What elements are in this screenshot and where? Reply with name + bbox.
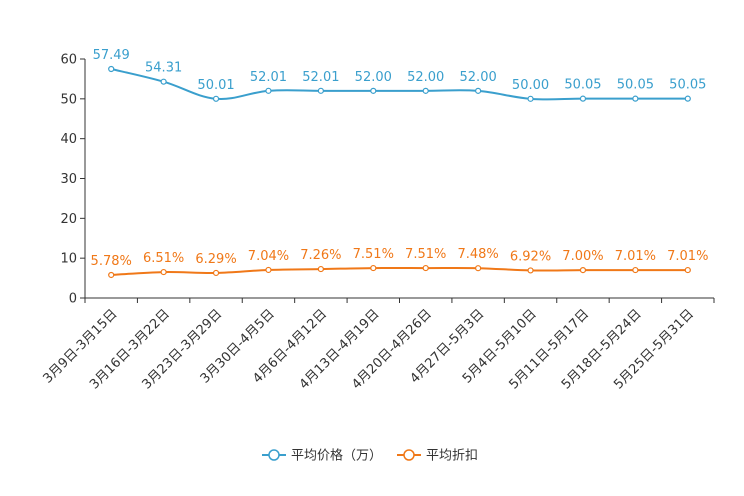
legend-item-0[interactable]: 平均价格（万）: [262, 448, 382, 464]
data-point[interactable]: [579, 95, 587, 102]
data-label: 50.05: [669, 78, 706, 93]
data-point[interactable]: [212, 95, 220, 102]
data-point[interactable]: [212, 269, 220, 277]
data-labels: 57.49 54.31 50.01 52.01 52.01 52.00 52.00 52.00…: [91, 48, 709, 269]
series-line-1: [111, 266, 688, 276]
legend-marker-icon: [268, 449, 280, 461]
data-point[interactable]: [160, 268, 167, 276]
data-label: 52.00: [460, 70, 497, 85]
legend-label: 平均价格（万）: [291, 448, 382, 464]
data-label: 52.00: [407, 70, 444, 85]
data-label: 7.01%: [615, 249, 656, 264]
data-label: 50.00: [512, 78, 549, 93]
y-tick-label: 50: [60, 92, 77, 107]
data-label: 5.78%: [91, 254, 132, 269]
legend[interactable]: 平均价格（万） 平均折扣: [262, 448, 478, 464]
legend-marker-icon: [403, 449, 415, 461]
y-tick-label: 10: [60, 252, 77, 267]
data-point[interactable]: [317, 265, 324, 273]
data-label: 7.51%: [405, 247, 446, 262]
y-tick-label: 20: [60, 212, 77, 227]
y-tick-label: 30: [60, 172, 77, 187]
data-point[interactable]: [475, 87, 482, 94]
data-point[interactable]: [684, 95, 691, 102]
data-point[interactable]: [317, 87, 324, 94]
data-label: 7.00%: [562, 249, 603, 264]
y-tick-label: 40: [60, 132, 77, 147]
data-label: 57.49: [93, 48, 130, 63]
legend-item-1[interactable]: 平均折扣: [397, 449, 478, 464]
data-label: 7.26%: [300, 248, 341, 263]
axes: 01020304050603月9日-3月15日3月16日-3月22日3月23日-…: [41, 53, 715, 392]
data-point[interactable]: [370, 87, 377, 94]
data-point[interactable]: [422, 87, 429, 94]
data-label: 6.29%: [195, 252, 236, 267]
data-label: 7.01%: [667, 249, 708, 264]
data-point[interactable]: [108, 65, 115, 73]
data-point[interactable]: [527, 95, 534, 102]
data-label: 50.05: [564, 78, 601, 93]
data-point[interactable]: [579, 267, 587, 274]
legend-label: 平均折扣: [426, 449, 478, 464]
data-point[interactable]: [632, 95, 639, 102]
data-label: 52.00: [355, 70, 392, 85]
data-label: 54.31: [145, 61, 182, 76]
data-label: 7.48%: [457, 247, 498, 262]
data-point[interactable]: [265, 266, 272, 274]
series-lines: [108, 65, 691, 279]
data-point[interactable]: [108, 271, 115, 279]
data-point[interactable]: [475, 265, 482, 272]
data-label: 6.51%: [143, 251, 184, 266]
data-point[interactable]: [160, 78, 167, 85]
y-tick-label: 0: [69, 292, 77, 307]
data-label: 7.04%: [248, 249, 289, 264]
data-label: 50.05: [617, 78, 654, 93]
data-point[interactable]: [684, 266, 691, 274]
data-label: 52.01: [302, 70, 339, 85]
data-label: 7.51%: [353, 247, 394, 262]
y-tick-label: 60: [60, 53, 77, 68]
data-point[interactable]: [632, 266, 639, 274]
data-label: 6.92%: [510, 249, 551, 264]
series-line-0: [110, 68, 688, 101]
data-point[interactable]: [370, 264, 377, 272]
data-label: 50.01: [197, 78, 234, 93]
data-label: 52.01: [250, 70, 287, 85]
data-point[interactable]: [265, 87, 272, 94]
data-point[interactable]: [527, 267, 534, 274]
data-point[interactable]: [422, 264, 429, 272]
